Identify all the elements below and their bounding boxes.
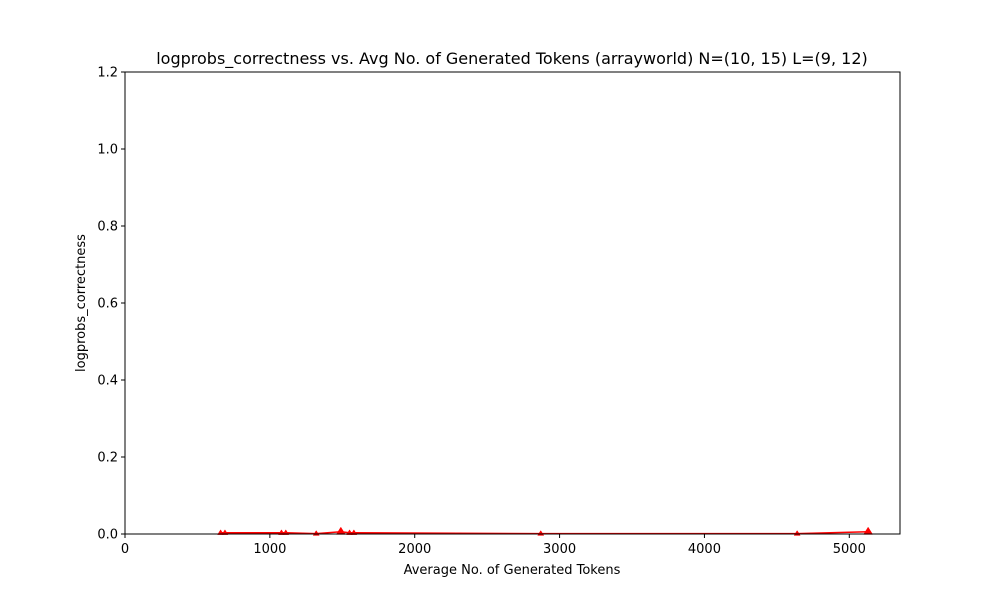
- y-tick-label: 0.0: [97, 528, 118, 543]
- y-tick-label: 1.2: [97, 66, 118, 81]
- y-tick-label: 0.2: [97, 451, 118, 466]
- data-point-marker: [335, 526, 346, 535]
- data-point-marker: [350, 529, 358, 535]
- data-point-marker: [221, 529, 229, 535]
- x-tick-label: 1000: [253, 542, 286, 557]
- x-tick-label: 5000: [833, 542, 866, 557]
- y-axis: 0.0 0.2 0.4 0.6 0.8 1.0 1.2: [97, 66, 125, 543]
- plot-frame: [124, 71, 901, 535]
- x-tick-label: 0: [121, 542, 129, 557]
- y-tick-label: 0.8: [97, 220, 118, 235]
- data-point-marker: [863, 526, 874, 535]
- x-axis: 0 1000 2000 3000 4000 5000: [121, 534, 866, 557]
- y-axis-label: logprobs_correctness: [74, 234, 89, 372]
- x-axis-label: Average No. of Generated Tokens: [404, 563, 621, 578]
- x-tick-label: 2000: [398, 542, 431, 557]
- x-tick-label: 3000: [543, 542, 576, 557]
- data-point-marker: [346, 529, 353, 535]
- y-tick-label: 0.4: [97, 374, 118, 389]
- data-point-marker: [282, 529, 290, 535]
- y-tick-label: 1.0: [97, 143, 118, 158]
- x-tick-label: 4000: [688, 542, 721, 557]
- data-point-marker: [277, 529, 285, 535]
- y-tick-label: 0.6: [97, 297, 118, 312]
- data-point-marker: [217, 529, 225, 535]
- chart-title: logprobs_correctness vs. Avg No. of Gene…: [156, 49, 868, 69]
